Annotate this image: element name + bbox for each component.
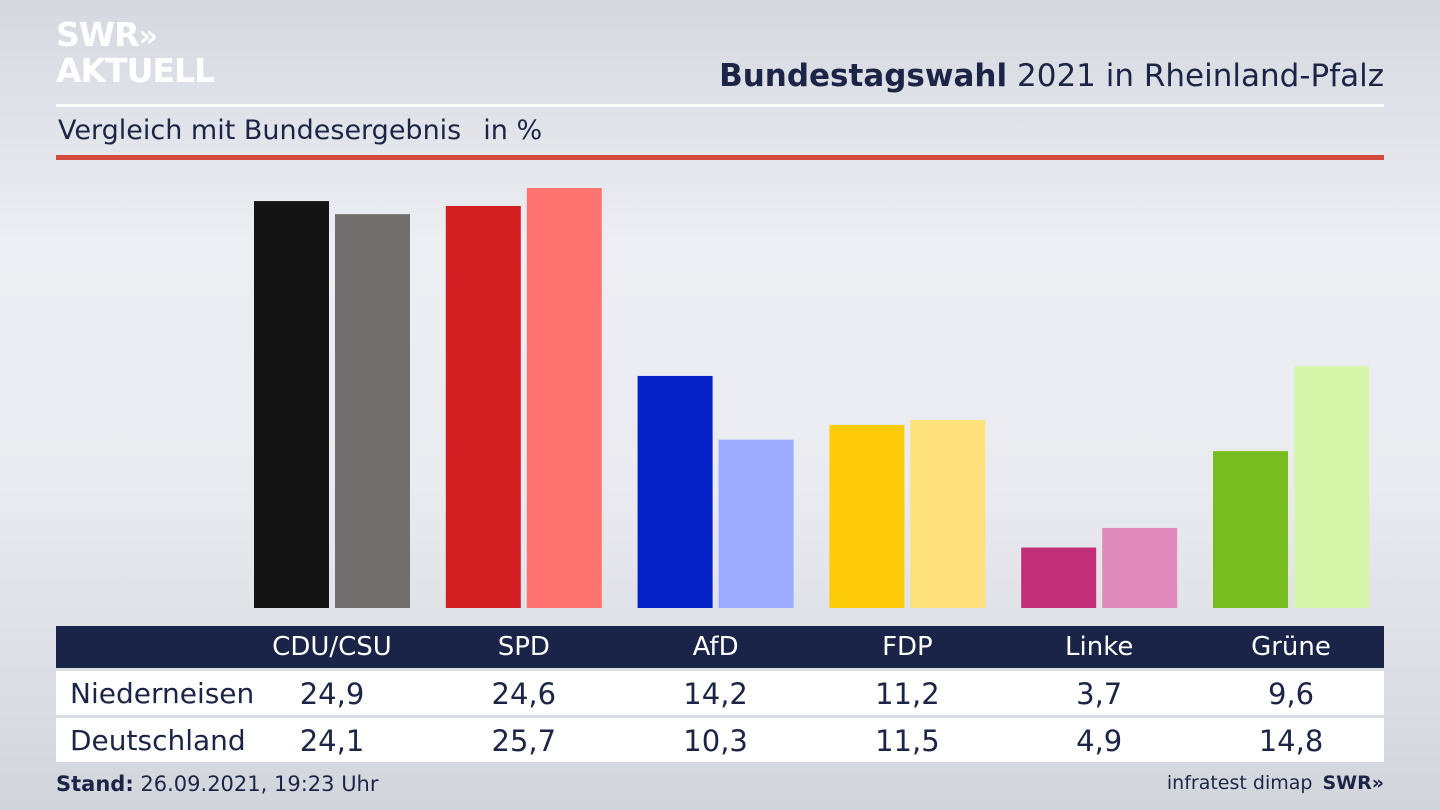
cell-cdu-csu-deutschland: 24,1 bbox=[299, 724, 365, 758]
subtitle: Vergleich mit Bundesergebnis in % bbox=[58, 115, 542, 146]
cell-linke-deutschland: 4,9 bbox=[1076, 724, 1123, 758]
header-divider bbox=[56, 104, 1384, 107]
bar-chart bbox=[254, 188, 1369, 609]
column-header-fdp: FDP bbox=[882, 632, 933, 662]
bar-linke-deutschland bbox=[1102, 527, 1178, 608]
bar-spd-deutschland bbox=[526, 188, 602, 608]
column-header-cdu-csu: CDU/CSU bbox=[272, 632, 392, 662]
footer-swr-logo: SWR» bbox=[1322, 772, 1384, 794]
swr-aktuell-logo: SWR» AKTUELL bbox=[56, 15, 215, 90]
cell-spd-niederneisen: 24,6 bbox=[491, 677, 557, 711]
bar-linke-niederneisen bbox=[1021, 547, 1097, 608]
timestamp: Stand: 26.09.2021, 19:23 Uhr bbox=[56, 772, 379, 796]
results-table: CDU/CSU SPD AfD FDP Linke Grüne Niederneisen … bbox=[56, 626, 1384, 762]
row-label-niederneisen: Niederneisen bbox=[70, 677, 255, 710]
cell-cdu-csu-niederneisen: 24,9 bbox=[299, 677, 365, 711]
cell-gr-ne-deutschland: 14,8 bbox=[1258, 724, 1324, 758]
accent-divider bbox=[56, 155, 1384, 160]
source-credit: infratest dimap SWR» bbox=[1167, 772, 1384, 794]
bar-gr-ne-niederneisen bbox=[1213, 451, 1288, 608]
cell-spd-deutschland: 25,7 bbox=[491, 724, 557, 758]
table-header: CDU/CSU SPD AfD FDP Linke Grüne bbox=[56, 626, 1384, 668]
bar-afd-deutschland bbox=[718, 439, 794, 608]
bar-afd-niederneisen bbox=[637, 375, 713, 608]
bar-fdp-niederneisen bbox=[829, 424, 905, 608]
cell-fdp-niederneisen: 11,2 bbox=[875, 677, 940, 711]
column-header-afd: AfD bbox=[692, 632, 739, 662]
subtitle-text: Vergleich mit Bundesergebnis bbox=[58, 115, 462, 146]
column-header-linke: Linke bbox=[1065, 632, 1134, 662]
bar-fdp-deutschland bbox=[910, 420, 986, 608]
cell-gr-ne-niederneisen: 9,6 bbox=[1267, 677, 1315, 711]
title-rest: 2021 in Rheinland-Pfalz bbox=[1017, 58, 1384, 94]
bar-cdu-csu-deutschland bbox=[335, 214, 410, 608]
subtitle-unit: in % bbox=[483, 115, 543, 146]
table-row: Niederneisen 24,9 24,6 14,2 11,2 3,7 9,6 bbox=[56, 671, 1384, 715]
footer-arrows-icon: » bbox=[1371, 772, 1384, 794]
stand-value: 26.09.2021, 19:23 Uhr bbox=[140, 772, 379, 796]
cell-fdp-deutschland: 11,5 bbox=[875, 724, 940, 758]
bar-spd-niederneisen bbox=[445, 205, 521, 608]
cell-afd-niederneisen: 14,2 bbox=[683, 677, 748, 711]
table-row: Deutschland 24,1 25,7 10,3 11,5 4,9 14,8 bbox=[56, 718, 1384, 762]
row-label-deutschland: Deutschland bbox=[70, 724, 246, 757]
logo-aktuell: AKTUELL bbox=[56, 51, 215, 90]
bar-cdu-csu-niederneisen bbox=[254, 201, 329, 609]
bar-gr-ne-deutschland bbox=[1294, 366, 1369, 608]
logo-swr: SWR bbox=[56, 15, 140, 54]
footer-brand-text: SWR bbox=[1322, 772, 1372, 794]
page-title: Bundestagswahl 2021 in Rheinland-Pfalz bbox=[719, 58, 1384, 94]
cell-linke-niederneisen: 3,7 bbox=[1076, 677, 1123, 711]
column-header-gr-ne: Grüne bbox=[1251, 632, 1331, 662]
column-header-spd: SPD bbox=[497, 632, 550, 662]
source-text: infratest dimap bbox=[1166, 772, 1313, 794]
cell-afd-deutschland: 10,3 bbox=[683, 724, 748, 758]
stand-label: Stand: bbox=[56, 772, 134, 796]
title-bold: Bundestagswahl bbox=[719, 58, 1008, 94]
